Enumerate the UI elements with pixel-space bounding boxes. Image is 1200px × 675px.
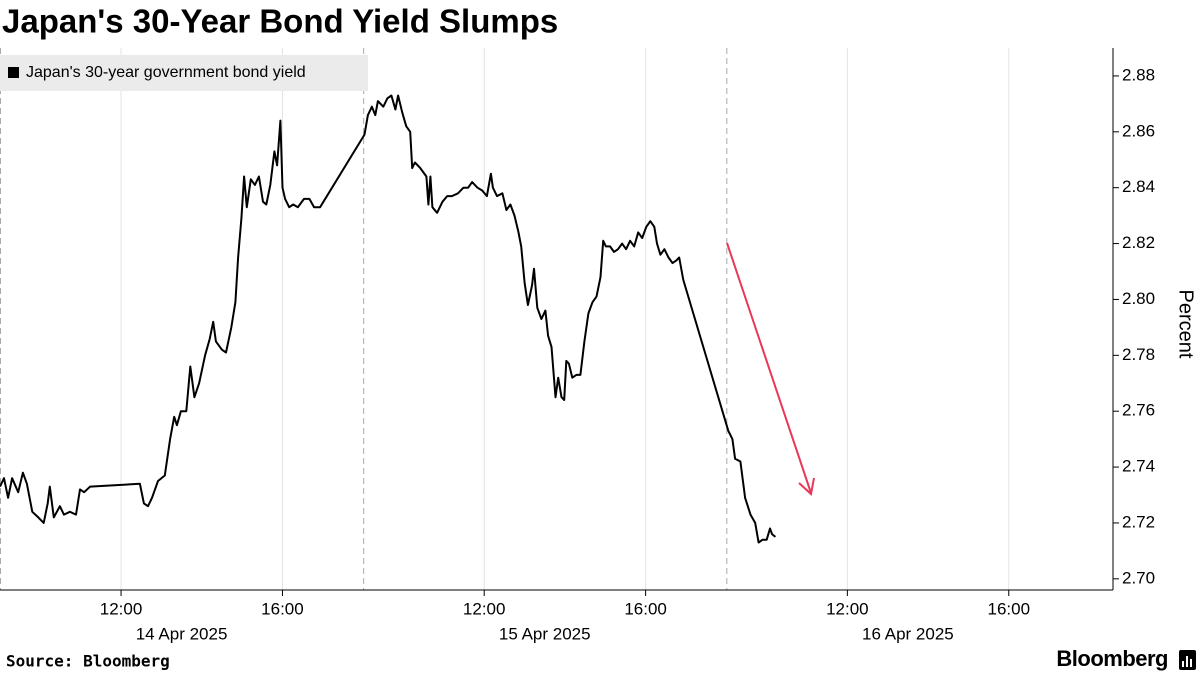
y-tick-label: 2.74 bbox=[1122, 457, 1155, 476]
date-label: 15 Apr 2025 bbox=[499, 624, 591, 643]
y-tick-label: 2.80 bbox=[1122, 289, 1155, 308]
y-tick-label: 2.78 bbox=[1122, 345, 1155, 364]
y-tick-label: 2.86 bbox=[1122, 121, 1155, 140]
legend: Japan's 30-year government bond yield bbox=[0, 55, 368, 91]
x-tick-label: 12:00 bbox=[100, 599, 143, 618]
y-tick-label: 2.82 bbox=[1122, 233, 1155, 252]
legend-box bbox=[0, 55, 368, 91]
brand-icon bbox=[1179, 650, 1196, 670]
y-tick-label: 2.84 bbox=[1122, 177, 1155, 196]
date-label: 14 Apr 2025 bbox=[136, 624, 228, 643]
y-tick-label: 2.88 bbox=[1122, 65, 1155, 84]
legend-swatch bbox=[8, 67, 19, 78]
legend-label: Japan's 30-year government bond yield bbox=[26, 64, 306, 81]
x-tick-label: 16:00 bbox=[987, 599, 1030, 618]
series-line bbox=[0, 94, 777, 544]
y-tick-label: 2.72 bbox=[1122, 512, 1155, 531]
y-tick-label: 2.76 bbox=[1122, 401, 1155, 420]
x-tick-label: 12:00 bbox=[826, 599, 869, 618]
chart-title: Japan's 30-Year Bond Yield Slumps bbox=[2, 3, 558, 40]
y-axis-label: Percent bbox=[1175, 290, 1197, 359]
date-label: 16 Apr 2025 bbox=[862, 624, 954, 643]
x-tick-label: 16:00 bbox=[261, 599, 304, 618]
x-tick-label: 12:00 bbox=[463, 599, 506, 618]
annotation-arrow bbox=[726, 242, 815, 496]
y-tick-label: 2.70 bbox=[1122, 568, 1155, 587]
x-tick-label: 16:00 bbox=[624, 599, 667, 618]
source: Source: Bloomberg bbox=[6, 652, 170, 671]
brand: Bloomberg bbox=[1056, 646, 1168, 671]
